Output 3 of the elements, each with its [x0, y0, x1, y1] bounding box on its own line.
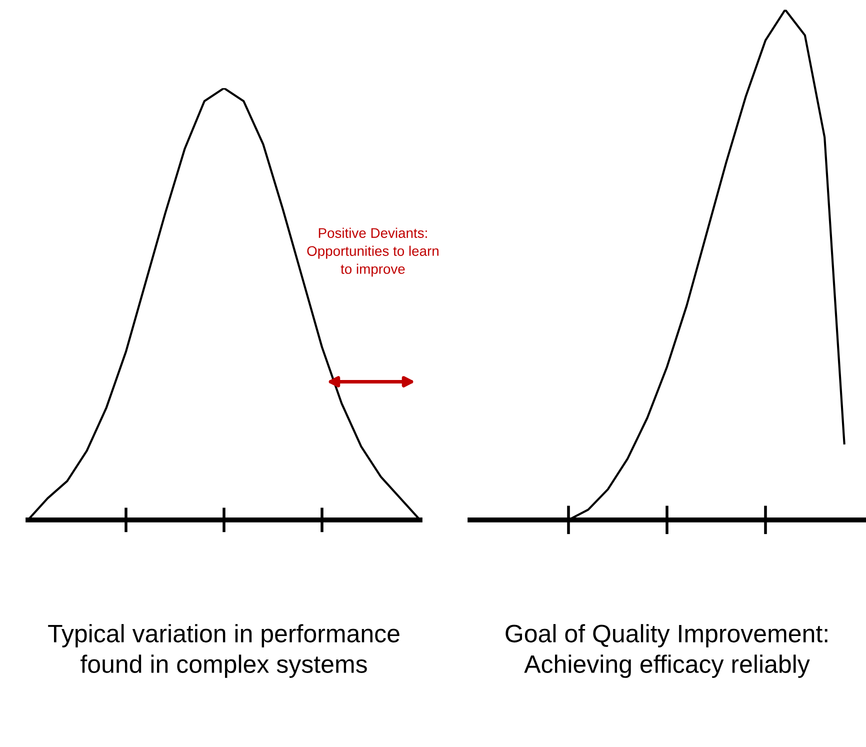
annotation: Positive Deviants: Opportunities to learn to improve	[307, 228, 438, 277]
x-axis-title: Typical variation in performance found in complex systems	[48, 624, 400, 678]
x-axis-title: Goal of Quality Improvement: Achieving efficacy reliably	[506, 624, 828, 678]
